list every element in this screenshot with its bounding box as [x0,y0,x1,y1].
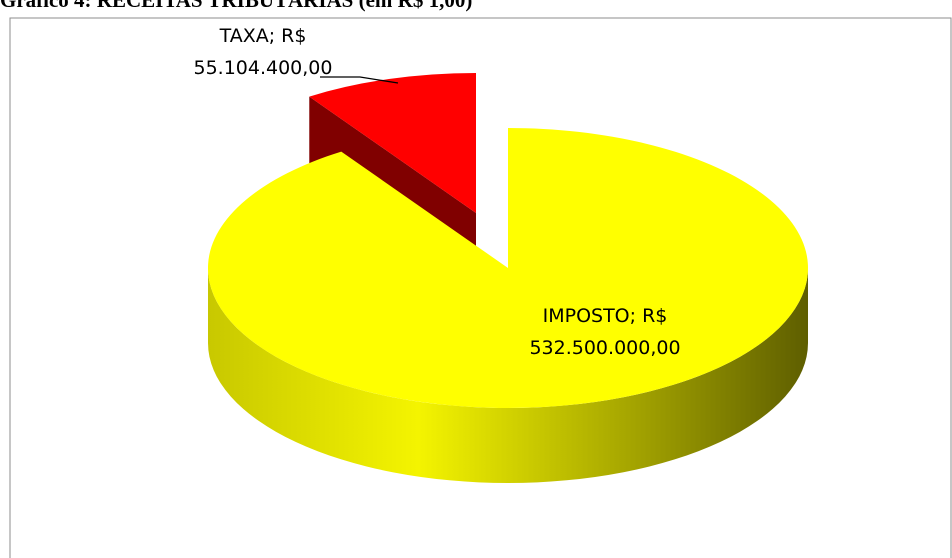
data-label: TAXA; R$ 55.104.400,00 [193,25,332,79]
pie-side [208,268,808,483]
leader-line [320,76,399,84]
pie-slice [208,128,808,408]
data-label: IMPOSTO; R$ 532.500.000,00 [529,305,680,359]
pie-slice [309,73,476,213]
chart-title: Gráfico 4: RECEITAS TRIBUTÁRIAS (em R$ 1… [0,0,472,12]
